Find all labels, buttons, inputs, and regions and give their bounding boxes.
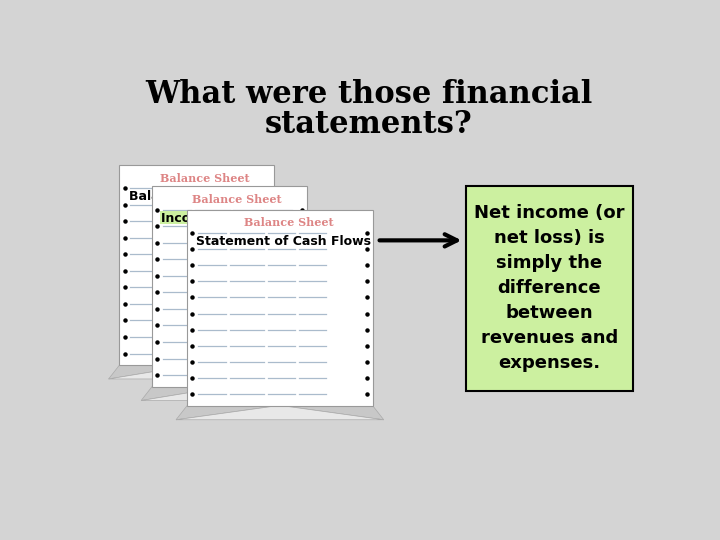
Polygon shape	[284, 406, 384, 420]
Text: statements?: statements?	[265, 110, 473, 140]
Polygon shape	[141, 387, 225, 401]
Text: Balance Sheet: Balance Sheet	[244, 217, 334, 228]
Polygon shape	[109, 365, 285, 379]
FancyBboxPatch shape	[152, 186, 307, 387]
Text: Balance Sheet: Balance Sheet	[160, 173, 250, 184]
Text: Statement of Cash Flows: Statement of Cash Flows	[196, 234, 372, 248]
Polygon shape	[141, 387, 318, 401]
FancyBboxPatch shape	[120, 165, 274, 365]
Text: Income Statement: Income Statement	[161, 212, 290, 225]
Polygon shape	[176, 406, 276, 420]
FancyBboxPatch shape	[160, 211, 244, 224]
FancyBboxPatch shape	[187, 210, 373, 406]
Polygon shape	[233, 387, 318, 401]
Text: Net income (or
net loss) is
simply the
difference
between
revenues and
expenses.: Net income (or net loss) is simply the d…	[474, 205, 624, 373]
Polygon shape	[201, 365, 285, 379]
Text: Balance Sheet: Balance Sheet	[192, 194, 282, 205]
Text: What were those financial: What were those financial	[145, 79, 593, 110]
Polygon shape	[109, 365, 193, 379]
Polygon shape	[176, 406, 384, 420]
FancyBboxPatch shape	[466, 186, 632, 390]
Text: Balance Sheet: Balance Sheet	[129, 190, 229, 203]
